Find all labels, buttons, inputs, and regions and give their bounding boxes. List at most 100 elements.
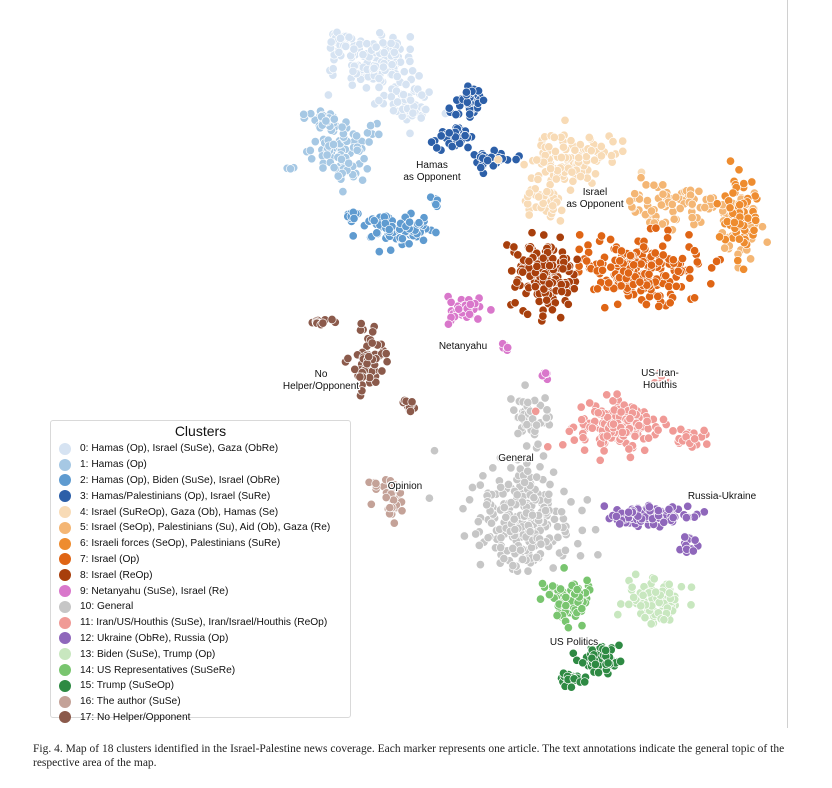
scatter-point [518,267,528,277]
scatter-point [606,151,617,161]
scatter-point [615,519,625,529]
scatter-point [544,489,554,499]
scatter-point [450,132,460,142]
scatter-point [328,139,339,150]
scatter-point [531,406,541,416]
scatter-point [651,223,661,233]
scatter-point [475,480,485,490]
cluster-2-points [343,192,442,257]
scatter-point [321,116,331,126]
scatter-point [355,372,365,382]
map-annotation: US-Iran-Houthis [641,368,679,391]
scatter-point [459,531,469,541]
scatter-point [513,250,523,260]
scatter-point [673,266,683,276]
scatter-point [638,590,648,600]
scatter-point [589,155,600,165]
legend-label: 10: General [80,601,134,613]
scatter-point [405,44,415,54]
legend-item: 17: No Helper/Opponent [51,710,350,726]
scatter-point [659,517,669,527]
scatter-point [556,152,567,163]
scatter-point [625,196,635,206]
cluster-15-points [556,640,626,692]
scatter-point [388,106,399,116]
cluster-12-points [599,501,709,557]
scatter-point [541,368,551,378]
scatter-point [733,256,743,266]
scatter-point [625,414,635,424]
legend-marker [59,600,71,613]
scatter-point [348,231,358,241]
scatter-point [524,188,534,198]
scatter-point [401,79,411,90]
scatter-point [509,514,519,524]
scatter-point [522,441,532,451]
scatter-point [577,415,587,425]
scatter-point [379,48,389,58]
scatter-point [663,233,673,243]
scatter-point [414,218,424,228]
scatter-point [327,314,337,325]
legend: Clusters 0: Hamas (Op), Israel (SuSe), G… [50,420,351,724]
scatter-point [634,421,644,431]
scatter-point [482,500,492,510]
scatter-point [549,467,559,477]
scatter-point [559,486,569,497]
scatter-point [694,186,704,196]
scatter-point [506,394,516,404]
scatter-point [524,256,534,266]
scatter-point [569,284,579,294]
scatter-point [509,242,519,252]
legend-item: 10: General [51,599,350,615]
scatter-point [629,260,639,270]
scatter-point [608,137,618,147]
right-divider [787,0,788,728]
legend-marker [59,585,71,598]
scatter-point [527,510,538,520]
scatter-point [668,255,678,265]
scatter-point [683,501,693,511]
map-annotation: Israel as Opponent [566,187,623,210]
scatter-point [406,95,416,105]
legend-item: 9: Netanyahu (SuSe), Israel (Re) [51,583,350,599]
scatter-point [454,304,464,314]
scatter-point [567,167,577,177]
scatter-point [707,263,717,273]
scatter-point [547,305,557,315]
scatter-point [405,32,415,42]
map-annotation: No Helper/Opponent [283,369,359,392]
scatter-point [352,145,362,155]
legend-marker [59,506,71,519]
scatter-point [397,506,407,516]
legend-label: 6: Israeli forces (SeOp), Palestinians (… [80,538,281,550]
scatter-point [416,113,426,123]
legend-item: 8: Israel (ReOp) [51,567,350,583]
scatter-point [664,378,674,388]
scatter-point [690,246,700,256]
scatter-point [725,203,735,213]
scatter-point [653,291,663,302]
scatter-point [700,202,710,213]
scatter-point [542,295,552,305]
scatter-point [553,532,563,542]
scatter-point [473,517,483,527]
scatter-point [563,623,573,633]
scatter-point [577,621,587,631]
scatter-point [563,299,573,309]
scatter-point [552,610,562,621]
scatter-point [687,199,697,209]
scatter-point [335,33,346,43]
scatter-point [663,225,673,235]
scatter-point [367,338,377,348]
scatter-point [595,455,605,465]
scatter-point [640,613,650,623]
scatter-point [743,213,753,223]
scatter-point [506,498,516,508]
scatter-point [533,174,543,184]
scatter-point [725,156,736,166]
scatter-point [495,453,505,463]
scatter-point [576,402,586,412]
scatter-point [624,507,634,517]
scatter-point [614,640,624,650]
